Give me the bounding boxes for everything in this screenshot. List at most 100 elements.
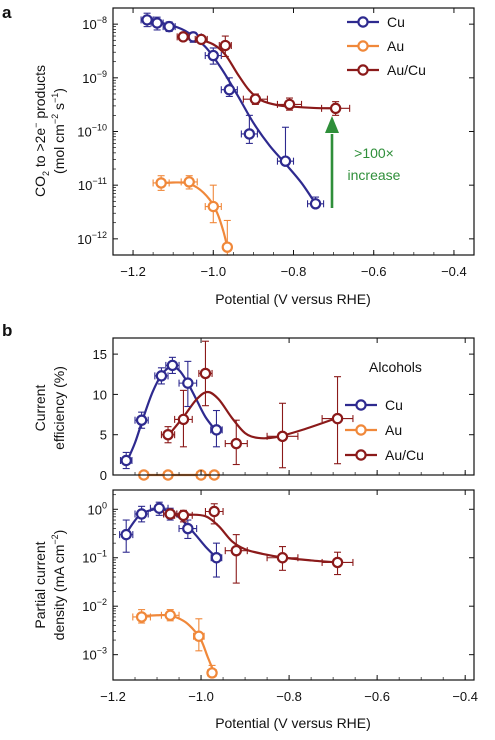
bb-marker-Au xyxy=(135,611,148,623)
bb-marker-Cu xyxy=(153,502,165,514)
a-marker-AuCu xyxy=(249,93,262,105)
a-point-Cu xyxy=(140,12,154,28)
bt-point-Cu xyxy=(119,451,133,470)
bt-point-AuCu xyxy=(198,340,213,407)
a-marker-Au xyxy=(221,241,234,253)
bb-point-Au xyxy=(160,609,180,622)
a-fit-curve-Cu xyxy=(144,18,317,205)
bt-point-Cu xyxy=(210,409,223,448)
bb-point-Cu xyxy=(119,519,134,553)
a-marker-Cu xyxy=(207,49,219,62)
bt-marker-AuCu xyxy=(199,367,212,380)
bb-marker-AuCu xyxy=(177,509,190,522)
bb-marker-Cu xyxy=(135,508,148,520)
legend-entry-Au: Au xyxy=(347,38,404,54)
a-marker-Cu xyxy=(151,17,163,29)
legend-marker-Cu xyxy=(357,16,369,28)
bt-point-AuCu xyxy=(224,419,248,466)
a-point-Cu xyxy=(240,114,258,144)
bb-point-Cu xyxy=(210,542,223,578)
a-y-tick-label: 10−11 xyxy=(78,176,107,193)
bb-point-Cu xyxy=(134,505,149,523)
panel-letter-a: a xyxy=(2,3,12,22)
bt-marker-Cu xyxy=(210,424,223,436)
bb-fit-curve-Au xyxy=(139,613,216,674)
bb-marker-Au xyxy=(206,667,218,679)
legend-label-AuCu: Au/Cu xyxy=(385,447,424,463)
bb-x-tick-label: −1.0 xyxy=(188,689,214,704)
panel-b-bottom-frame xyxy=(112,489,475,681)
panel-b-top-y-axis-label-line2: efficiency (%) xyxy=(51,366,67,450)
a-x-tick-label: −1.0 xyxy=(200,264,226,279)
a-fit-curve-Au xyxy=(157,181,229,248)
bt-y-tick-label: 0 xyxy=(100,468,107,483)
bb-marker-AuCu xyxy=(164,508,176,520)
panel-b-bottom-y-axis-label-line2: density (mA cm−2) xyxy=(50,530,67,641)
bb-y-tick-label: 10−1 xyxy=(82,549,107,566)
legend-entry-AuCu: Au/Cu xyxy=(347,62,426,78)
panel-a-legend: Cu Au Au/Cu xyxy=(347,14,426,78)
a-marker-Au xyxy=(155,177,167,189)
a-fit-curve-AuCu xyxy=(181,35,334,110)
bt-marker-AuCu xyxy=(230,437,242,450)
increase-annotation: >100× increase xyxy=(325,116,401,208)
a-marker-AuCu xyxy=(329,102,342,115)
bb-marker-Cu xyxy=(210,552,223,564)
bb-point-AuCu xyxy=(321,551,354,576)
panel-a-y-axis-label-line2: (mol cm−2 s−1) xyxy=(50,88,67,174)
legend-title-alcohols: Alcohols xyxy=(369,359,422,375)
bb-marker-Au xyxy=(164,609,176,621)
bt-y-tick-label: 15 xyxy=(93,347,107,362)
a-y-tick-label: 10−10 xyxy=(77,123,107,140)
a-marker-Au xyxy=(207,200,219,213)
legend-marker-Au xyxy=(355,424,367,436)
panel-b-legend: Cu Au Au/Cu xyxy=(345,397,424,463)
bb-point-Au xyxy=(206,664,218,679)
a-point-Cu xyxy=(150,16,164,31)
legend-marker-AuCu xyxy=(355,449,367,461)
a-point-Cu xyxy=(306,196,325,210)
a-x-tick-label: −0.6 xyxy=(361,264,387,279)
a-marker-Cu xyxy=(163,20,175,33)
bt-marker-Cu xyxy=(182,377,194,389)
bt-marker-AuCu xyxy=(162,429,174,441)
a-point-Cu xyxy=(276,126,295,167)
a-marker-Cu xyxy=(279,155,292,167)
legend-label-Au: Au xyxy=(387,38,404,54)
bb-x-tick-label: −0.6 xyxy=(364,689,390,704)
bt-y-tick-label: 5 xyxy=(100,428,107,443)
bb-point-AuCu xyxy=(266,546,299,571)
bt-y-tick-label: 10 xyxy=(93,387,107,402)
bb-fit-curve-AuCu xyxy=(170,512,338,564)
bt-point-AuCu xyxy=(160,426,176,444)
a-marker-Cu xyxy=(243,128,256,140)
legend-marker-Cu xyxy=(355,399,367,411)
bb-x-tick-label: −1.2 xyxy=(100,689,126,704)
a-x-tick-label: −0.4 xyxy=(441,264,467,279)
bb-point-Au xyxy=(193,618,205,652)
legend-label-AuCu: Au/Cu xyxy=(387,62,426,78)
bb-x-tick-label: −0.8 xyxy=(276,689,302,704)
bb-marker-AuCu xyxy=(276,552,289,564)
a-point-Cu xyxy=(162,20,176,33)
increase-arrow-head-icon xyxy=(325,116,339,133)
bt-marker-Cu xyxy=(155,370,168,382)
bb-point-AuCu xyxy=(174,509,193,523)
panel-a-chart: −1.2 −1.0 −0.8 −0.6 −0.4 10−12 10−11 10−10 10−9… xyxy=(31,7,475,307)
panel-b-x-axis-label: Potential (V versus RHE) xyxy=(215,715,371,731)
annotation-line1: >100× xyxy=(354,145,394,161)
panel-b-top-frame xyxy=(112,337,475,476)
a-point-Au xyxy=(204,184,222,224)
legend-marker-AuCu xyxy=(357,64,369,76)
a-marker-Cu xyxy=(223,84,236,96)
bt-marker-AuCu xyxy=(331,412,344,425)
bt-point-AuCu xyxy=(321,376,354,465)
bt-point-AuCu xyxy=(174,389,193,448)
bt-point-AuCu xyxy=(266,402,299,469)
panel-b-bottom-chart: −1.2 −1.0 −0.8 −0.6 −0.4 10−3 10−2 10−1 100 Pot… xyxy=(32,489,478,731)
legend-entry-AuCu: Au/Cu xyxy=(345,447,424,463)
bt-marker-AuCu xyxy=(177,413,190,426)
bt-marker-AuCu xyxy=(276,430,289,443)
bt-point-Cu xyxy=(154,367,169,385)
